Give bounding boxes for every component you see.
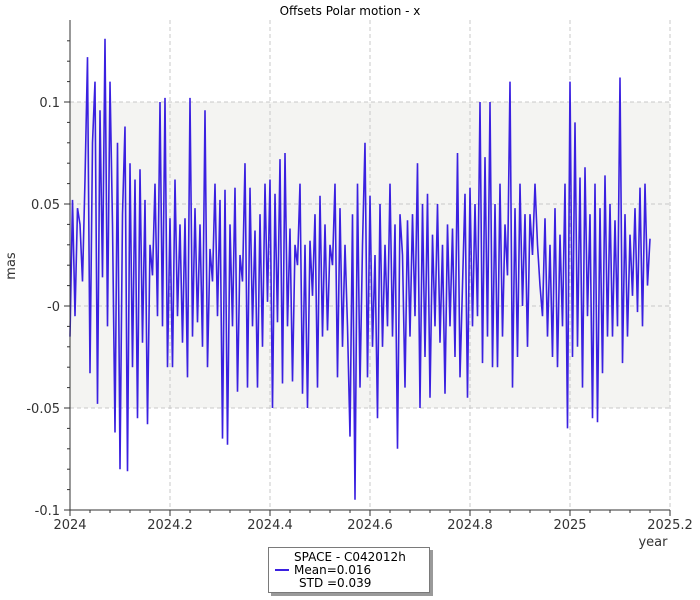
y-tick-label: -0.1 <box>35 504 60 519</box>
x-tick-label: 2024.2 <box>147 518 193 533</box>
chart-title: Offsets Polar motion - x <box>280 4 421 18</box>
x-tick-label: 2024.8 <box>447 518 493 533</box>
legend-std: STD =0.039 <box>299 576 372 590</box>
x-tick-label: 2024.4 <box>247 518 293 533</box>
y-tick-label: 0.1 <box>39 96 60 111</box>
legend: SPACE - C042012h Mean=0.016 STD =0.039 <box>268 547 430 593</box>
y-tick-label: 0.05 <box>31 198 60 213</box>
x-axis-title: year <box>638 535 668 550</box>
legend-series-name: SPACE - C042012h <box>294 550 406 564</box>
series-layer <box>69 38 651 500</box>
series-line <box>69 38 651 500</box>
x-tick-label: 2025.2 <box>647 518 693 533</box>
legend-mean: Mean=0.016 <box>294 563 372 577</box>
tick-labels: 2024 2024.2 2024.4 2024.6 2024.8 2025 2025.2 0.… <box>26 96 692 533</box>
y-tick-label: -0.05 <box>26 402 60 417</box>
x-tick-label: 2024.6 <box>347 518 393 533</box>
x-tick-label: 2024 <box>53 518 86 533</box>
legend-series-swatch <box>275 569 289 571</box>
y-tick-label: -0 <box>47 300 60 315</box>
x-tick-label: 2025 <box>553 518 586 533</box>
tick-marks <box>64 40 671 516</box>
y-axis-title: mas <box>4 252 19 280</box>
